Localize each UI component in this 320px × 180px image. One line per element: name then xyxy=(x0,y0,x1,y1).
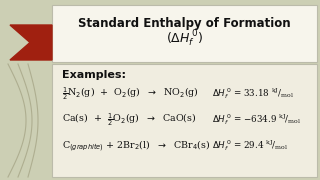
Text: $\Delta H_f^{\,0}$ = $-$634.9 $\mathregular{^{kJ}/_{mol}}$: $\Delta H_f^{\,0}$ = $-$634.9 $\mathregu… xyxy=(212,112,301,127)
Polygon shape xyxy=(10,25,52,60)
Text: Standard Enthalpy of Formation: Standard Enthalpy of Formation xyxy=(78,17,290,30)
Text: $(\Delta H_f^{\,0})$: $(\Delta H_f^{\,0})$ xyxy=(165,29,203,49)
Bar xyxy=(52,5,317,62)
Text: $\Delta H_f^{\,0}$ = 29.4 $\mathregular{^{kJ}/_{mol}}$: $\Delta H_f^{\,0}$ = 29.4 $\mathregular{… xyxy=(212,139,288,153)
Text: Examples:: Examples: xyxy=(62,70,126,80)
Bar xyxy=(52,64,317,177)
Text: C$_{(graphite)}$ + 2Br$_2$(l)  $\rightarrow$  CBr$_4$(s): C$_{(graphite)}$ + 2Br$_2$(l) $\rightarr… xyxy=(62,138,210,154)
Text: Ca(s)  +  $\frac{1}{2}$O$_2$(g)  $\rightarrow$  CaO(s): Ca(s) + $\frac{1}{2}$O$_2$(g) $\rightarr… xyxy=(62,112,196,129)
Text: $\frac{1}{2}$N$_2$(g)  +  O$_2$(g)  $\rightarrow$  NO$_2$(g): $\frac{1}{2}$N$_2$(g) + O$_2$(g) $\right… xyxy=(62,86,199,102)
Text: $\Delta H_f^{\,0}$ = 33.18 $\mathregular{^{kJ}/_{mol}}$: $\Delta H_f^{\,0}$ = 33.18 $\mathregular… xyxy=(212,87,294,102)
